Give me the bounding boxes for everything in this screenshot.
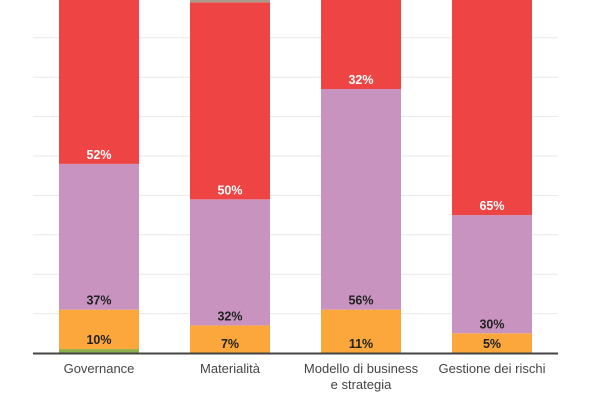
category-label: e strategia: [331, 377, 392, 392]
bar-segment: [190, 2, 270, 200]
bar-segment: [59, 0, 139, 164]
data-label: 32%: [217, 309, 242, 323]
category-label: Materialità: [200, 361, 261, 376]
bar-segment: [190, 199, 270, 326]
bar-segment: [321, 0, 401, 90]
bar-segment: [321, 309, 401, 353]
bar-segment: [190, 0, 270, 3]
data-label: 5%: [483, 337, 501, 351]
bar-segment: [190, 325, 270, 353]
bar-segment: [59, 163, 139, 310]
data-label: 7%: [221, 337, 239, 351]
category-labels: Governance Materialità Modello di business…: [64, 361, 546, 392]
data-label: 50%: [217, 183, 242, 197]
data-label: 56%: [348, 294, 373, 308]
bar-segment: [452, 215, 532, 334]
data-label: 32%: [348, 73, 373, 87]
bar-segment: [321, 89, 401, 310]
bar-segment: [59, 349, 139, 353]
bar-segment: [59, 309, 139, 350]
data-label: 52%: [86, 148, 111, 162]
category-label: Modello di business: [304, 361, 419, 376]
data-label: 10%: [86, 333, 111, 347]
data-label: 37%: [86, 294, 111, 308]
category-label: Governance: [64, 361, 135, 376]
segment-labels: 10% 37% 52% 7% 32% 50% 11% 56% 32% 5% 30% 65%: [86, 73, 504, 351]
bars: [59, 0, 532, 353]
bar-segment: [452, 0, 532, 216]
data-label: 30%: [479, 317, 504, 331]
bar-segment: [452, 333, 532, 353]
category-label: Gestione dei rischi: [439, 361, 546, 376]
data-label: 65%: [479, 199, 504, 213]
data-label: 11%: [349, 337, 373, 351]
